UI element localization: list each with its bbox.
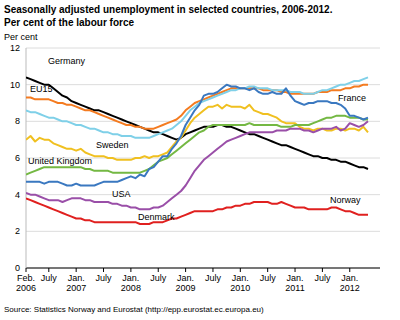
- x-tick-label-part: 2009: [176, 283, 196, 293]
- x-tick-label: Jan.2007: [66, 273, 86, 293]
- series-label: United Kingdom: [28, 156, 92, 166]
- grid-line: [26, 231, 380, 232]
- x-tick-label-part: 2010: [230, 283, 250, 293]
- x-tick: [322, 268, 323, 272]
- x-tick-label: July: [314, 273, 331, 283]
- x-tick: [48, 268, 49, 272]
- x-tick-label-part: Jan.: [341, 273, 358, 283]
- grid-line: [26, 84, 380, 85]
- series-line: [26, 85, 368, 186]
- series-label: Sweden: [96, 140, 129, 150]
- x-tick: [130, 268, 131, 272]
- x-tick-label-part: July: [205, 273, 222, 283]
- y-tick-label: 8: [15, 116, 20, 126]
- grid-line: [26, 121, 380, 122]
- x-tick-label-part: Jan.: [177, 273, 194, 283]
- x-tick-label: July: [41, 273, 58, 283]
- grid-line: [26, 194, 380, 195]
- y-tick-label: 10: [10, 80, 20, 90]
- x-tick-label-part: 2008: [121, 283, 141, 293]
- x-tick: [240, 268, 241, 272]
- x-tick-label-part: Jan.: [287, 273, 304, 283]
- x-tick-label-part: July: [260, 273, 277, 283]
- x-tick-label-part: 2012: [340, 283, 360, 293]
- x-tick-label-part: July: [41, 273, 58, 283]
- x-tick-label: Jan.2011: [285, 273, 304, 293]
- x-tick-label: Jan.2012: [340, 273, 360, 293]
- y-axis: [26, 48, 27, 268]
- x-tick: [103, 268, 104, 272]
- x-tick-label-part: July: [314, 273, 331, 283]
- x-tick: [185, 268, 186, 272]
- series-line: [26, 105, 368, 160]
- title: Seasonally adjusted unemployment in sele…: [4, 4, 333, 15]
- x-tick: [295, 268, 296, 272]
- y-tick-label: 2: [15, 226, 20, 236]
- x-tick: [26, 268, 27, 272]
- x-tick: [212, 268, 213, 272]
- x-axis: [26, 268, 380, 269]
- series-label: Germany: [48, 56, 86, 66]
- series-label: EU15: [30, 84, 53, 94]
- series-label: Denmark: [138, 212, 175, 222]
- lines: [26, 77, 368, 224]
- x-tick-label-part: 2007: [66, 283, 86, 293]
- x-tick-label-part: 2006: [16, 283, 36, 293]
- x-tick: [267, 268, 268, 272]
- x-tick-label: Jan.2010: [230, 273, 250, 293]
- x-tick: [158, 268, 159, 272]
- x-tick: [76, 268, 77, 272]
- x-tick-label-part: Jan.: [232, 273, 249, 283]
- x-tick-label: Feb.2006: [16, 273, 36, 293]
- x-tick-label: Jan.2009: [176, 273, 196, 293]
- x-tick-label: July: [150, 273, 167, 283]
- series-line: [26, 121, 368, 209]
- x-tick-label-part: July: [96, 273, 113, 283]
- series-label: France: [338, 93, 366, 103]
- series-label: USA: [112, 189, 131, 199]
- x-tick-label-part: 2011: [285, 283, 304, 293]
- x-tick-label-part: Jan.: [68, 273, 85, 283]
- y-tick-label: 0: [15, 263, 20, 273]
- x-tick-label-part: Jan.: [122, 273, 139, 283]
- y-tick-label: 6: [15, 153, 20, 163]
- x-tick-label: July: [205, 273, 222, 283]
- x-tick: [349, 268, 350, 272]
- y-tick-label: 12: [10, 43, 20, 53]
- x-tick-label: July: [96, 273, 113, 283]
- y-tick-label: 4: [15, 190, 20, 200]
- subtitle: Per cent of the labour force: [4, 17, 134, 28]
- chart: Seasonally adjusted unemployment in sele…: [0, 0, 400, 320]
- source-note: Source: Statistics Norway and Eurostat (…: [4, 305, 264, 314]
- series-label: Norway: [330, 195, 361, 205]
- x-tick-label-part: Feb.: [17, 273, 35, 283]
- y-axis-label: Per cent: [4, 32, 38, 42]
- grid-line: [26, 268, 380, 269]
- series-line: [26, 77, 368, 169]
- x-tick-label: July: [260, 273, 277, 283]
- x-tick-label-part: July: [150, 273, 167, 283]
- grid-line: [26, 48, 380, 49]
- x-tick-label: Jan.2008: [121, 273, 141, 293]
- series-line: [26, 198, 368, 224]
- series-line: [26, 116, 368, 175]
